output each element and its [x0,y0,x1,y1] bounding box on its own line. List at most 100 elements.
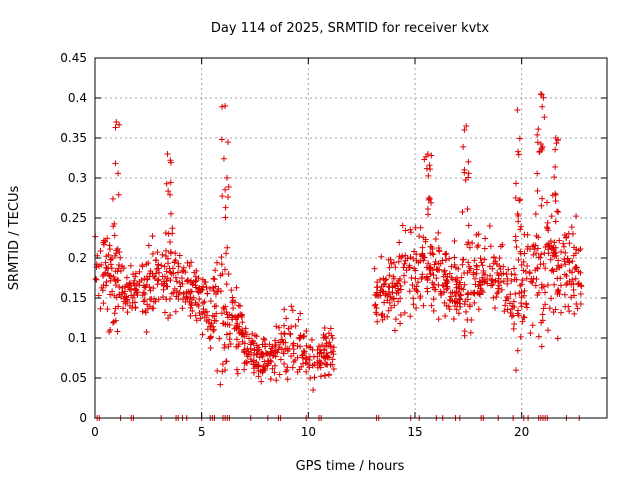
data-point [219,103,226,110]
data-point [518,294,525,301]
data-point [277,356,284,363]
data-point [165,188,172,195]
data-point [481,245,488,252]
data-point [520,258,527,265]
data-point [152,298,159,305]
data-point [134,292,141,299]
data-point [484,275,491,282]
data-point [128,282,135,289]
data-point [115,265,122,272]
data-point [282,368,289,375]
data-point [372,309,379,316]
data-point [554,208,561,215]
data-point [321,324,328,331]
data-point [229,314,236,321]
data-point [167,269,174,276]
data-point [255,373,262,380]
data-point [269,352,276,359]
data-point [427,270,434,277]
data-point [489,281,496,288]
data-point [502,302,509,309]
data-point [514,347,521,354]
data-point [203,318,210,325]
data-point [167,179,174,186]
data-point [475,306,482,313]
data-point [535,333,542,340]
data-point [234,370,241,377]
data-point [114,245,121,252]
data-point [477,255,484,262]
data-point [544,327,551,334]
data-point [521,287,528,294]
data-point [532,211,539,218]
data-point [206,285,213,292]
data-point [496,262,503,269]
data-point [140,298,147,305]
data-point [222,204,229,211]
data-point [200,306,207,313]
y-axis: 0 0.05 0.1 0.15 0.2 0.25 0.3 0.35 0.4 0.45 [60,51,607,425]
data-point [175,296,182,303]
data-point [455,289,462,296]
data-point [112,160,119,167]
data-point [284,376,291,383]
data-point [535,289,542,296]
data-point [553,252,560,259]
data-point [473,270,480,277]
data-point [536,148,543,155]
data-point [178,275,185,282]
data-point [431,261,438,268]
data-point [317,359,324,366]
data-point [504,306,511,313]
data-point [303,354,310,361]
data-point [330,344,337,351]
data-point [461,127,468,134]
data-point [149,250,156,257]
data-point [466,263,473,270]
data-point [548,243,555,250]
data-point [234,314,241,321]
data-point [226,311,233,318]
data-point [460,256,467,263]
peak-point [537,91,544,97]
data-point [210,275,217,282]
data-point [211,276,218,283]
data-point [169,230,176,237]
data-point [104,235,111,242]
data-point [228,287,235,294]
data-point [222,367,229,374]
data-point [397,254,404,261]
peak-point [222,103,229,109]
data-point [515,218,522,225]
data-point [216,335,223,342]
data-point [572,275,579,282]
data-point [551,281,558,288]
data-point [118,293,125,300]
data-point [139,308,146,315]
data-point [577,290,584,297]
data-point [518,300,525,307]
data-point [284,347,291,354]
data-point [278,330,285,337]
data-point [539,317,546,324]
data-point [424,205,431,212]
data-point [287,331,294,338]
data-point [120,305,127,312]
data-point [477,291,484,298]
data-point [159,251,166,258]
data-point [168,290,175,297]
data-point [512,195,519,202]
data-point [127,279,134,286]
data-point [176,252,183,259]
data-point [297,343,304,350]
data-point [269,365,276,372]
data-point [468,317,475,324]
data-point [289,307,296,314]
data-point [479,278,486,285]
data-point [512,237,519,244]
data-point [577,300,584,307]
data-point [517,226,524,233]
data-point [217,272,224,279]
data-point [461,328,468,335]
data-point [568,224,575,231]
